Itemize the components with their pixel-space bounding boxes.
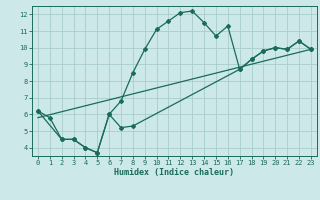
X-axis label: Humidex (Indice chaleur): Humidex (Indice chaleur)	[115, 168, 234, 177]
